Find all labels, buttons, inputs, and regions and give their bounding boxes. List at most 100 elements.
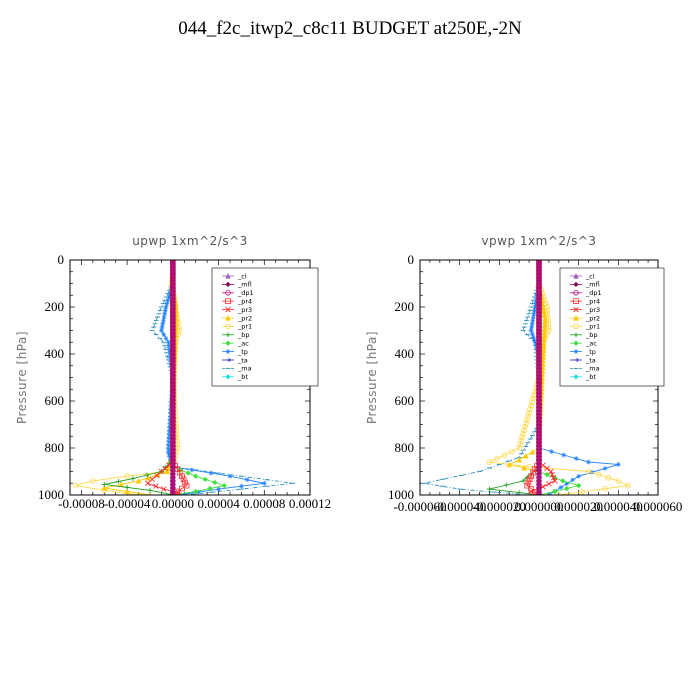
marker-pr1 — [524, 416, 530, 423]
y-tick-label: 400 — [395, 346, 415, 361]
y-tick-label: 600 — [395, 393, 415, 408]
marker-ac — [221, 482, 228, 489]
marker-pr1 — [523, 420, 529, 427]
marker-dp1 — [170, 450, 176, 456]
marker-dp1 — [170, 474, 176, 481]
marker-pr1 — [556, 492, 562, 495]
marker-pr1 — [526, 409, 532, 416]
marker-dp1 — [536, 362, 542, 369]
marker-pr1 — [517, 441, 523, 448]
marker-dp1 — [170, 323, 176, 330]
marker-bt — [225, 374, 231, 380]
legend-entry: _ma — [237, 365, 252, 373]
marker-dp1 — [536, 274, 542, 281]
marker-dp1 — [170, 415, 176, 421]
marker-pr3 — [154, 472, 160, 479]
marker-dp1 — [170, 372, 176, 379]
marker-pr2 — [573, 315, 579, 321]
marker-ac — [564, 485, 570, 492]
marker-dp1 — [170, 278, 176, 284]
marker-tp — [161, 314, 167, 320]
marker-dp1 — [536, 415, 542, 421]
marker-dp1 — [170, 355, 176, 362]
marker-tp — [586, 459, 591, 465]
y-tick-label: 0 — [58, 252, 65, 267]
marker-tp — [167, 350, 173, 356]
marker-pr3 — [552, 478, 558, 484]
series-dp1 — [536, 260, 542, 495]
x-tick-label: 0.000040 — [594, 499, 643, 514]
marker-tp — [530, 314, 536, 320]
marker-tp — [165, 339, 171, 345]
marker-tp — [532, 307, 537, 313]
marker-tp — [528, 328, 534, 333]
marker-tp — [160, 321, 166, 327]
marker-dp1 — [536, 446, 542, 453]
marker-dp1 — [536, 348, 542, 354]
marker-tp — [533, 297, 539, 303]
marker-dp1 — [536, 383, 542, 390]
marker-dp1 — [536, 429, 542, 435]
x-tick-label: -0.000060 — [393, 499, 446, 514]
marker-pr1 — [528, 402, 534, 409]
marker-dp1 — [170, 320, 176, 326]
marker-pr3 — [160, 486, 167, 492]
marker-dp1 — [170, 432, 176, 439]
marker-tp — [530, 334, 536, 340]
marker-pr2 — [101, 484, 108, 491]
marker-ac — [185, 470, 191, 476]
x-tick-label: 0.00012 — [289, 496, 331, 511]
marker-pr1 — [225, 323, 231, 330]
marker-pr1 — [486, 459, 493, 465]
marker-tp — [602, 465, 608, 471]
marker-dp1 — [536, 418, 542, 425]
marker-dp1 — [536, 379, 542, 386]
marker-pr2 — [506, 461, 513, 468]
marker-tp — [162, 311, 168, 317]
marker-dp1 — [170, 313, 176, 319]
marker-tp — [558, 485, 564, 490]
marker-dp1 — [536, 376, 542, 383]
y-axis-label: Pressure [hPa] — [365, 331, 379, 424]
marker-dp1 — [170, 351, 176, 358]
marker-dp1 — [170, 309, 176, 316]
marker-dp1 — [536, 467, 542, 474]
marker-tp — [529, 324, 535, 330]
marker-pr4 — [225, 298, 231, 304]
legend-entry: _tp — [237, 348, 248, 356]
marker-dp1 — [170, 264, 176, 270]
marker-pr4 — [182, 479, 188, 486]
marker-dp1 — [536, 411, 542, 418]
marker-pr1 — [135, 492, 142, 495]
marker-dp1 — [170, 386, 176, 393]
y-axis-label: Pressure [hPa] — [15, 331, 29, 424]
legend-entry: _pr2 — [237, 314, 252, 322]
marker-bt — [573, 374, 579, 380]
marker-dp1 — [170, 260, 176, 267]
marker-pr1 — [585, 468, 592, 475]
marker-pr2 — [164, 468, 170, 475]
marker-tp — [189, 467, 195, 473]
marker-pr4 — [179, 473, 185, 479]
marker-pr1 — [520, 431, 526, 437]
marker-dp1 — [536, 422, 542, 428]
marker-dp1 — [536, 323, 542, 330]
marker-tp — [166, 443, 172, 448]
marker-cl — [573, 273, 579, 279]
marker-dp1 — [536, 401, 542, 407]
marker-tp — [576, 473, 582, 479]
marker-tp — [532, 304, 538, 310]
legend-entry: _pr1 — [237, 323, 252, 331]
marker-bp — [144, 472, 150, 478]
marker-tp — [570, 477, 576, 483]
marker-tp — [533, 341, 538, 347]
marker-pr4 — [530, 469, 536, 476]
marker-dp1 — [170, 327, 176, 333]
marker-tp — [165, 297, 171, 303]
marker-dp1 — [170, 481, 176, 488]
marker-dp1 — [170, 274, 176, 281]
marker-dp1 — [170, 330, 176, 337]
marker-pr2 — [516, 456, 522, 463]
marker-tp — [244, 477, 250, 483]
marker-dp1 — [536, 481, 542, 488]
